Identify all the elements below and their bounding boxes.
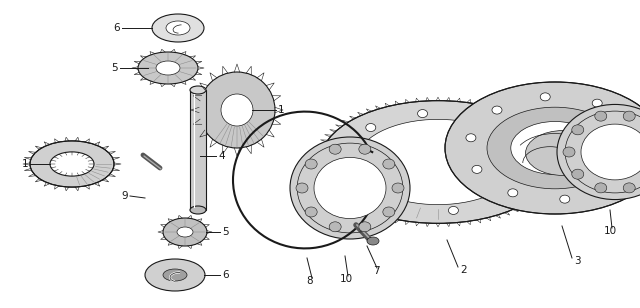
Ellipse shape bbox=[608, 182, 618, 190]
Ellipse shape bbox=[508, 189, 518, 197]
Ellipse shape bbox=[329, 222, 341, 232]
Ellipse shape bbox=[190, 206, 206, 214]
Ellipse shape bbox=[500, 192, 510, 201]
Ellipse shape bbox=[623, 111, 636, 121]
Ellipse shape bbox=[163, 269, 187, 281]
Ellipse shape bbox=[557, 104, 640, 200]
Ellipse shape bbox=[623, 183, 636, 193]
Ellipse shape bbox=[305, 159, 317, 169]
Text: 7: 7 bbox=[372, 266, 380, 276]
Bar bbox=[190, 90, 206, 210]
Ellipse shape bbox=[560, 195, 570, 203]
Text: 9: 9 bbox=[122, 191, 128, 201]
Ellipse shape bbox=[30, 141, 114, 187]
Ellipse shape bbox=[595, 111, 607, 121]
Ellipse shape bbox=[572, 169, 584, 179]
Ellipse shape bbox=[152, 14, 204, 42]
Ellipse shape bbox=[320, 101, 556, 223]
Ellipse shape bbox=[199, 72, 275, 148]
Ellipse shape bbox=[526, 165, 536, 173]
Ellipse shape bbox=[359, 144, 371, 154]
Text: 1: 1 bbox=[21, 159, 28, 169]
Ellipse shape bbox=[449, 206, 458, 214]
Text: 1: 1 bbox=[278, 105, 285, 115]
Ellipse shape bbox=[472, 165, 482, 173]
Ellipse shape bbox=[163, 218, 207, 246]
Text: 10: 10 bbox=[339, 274, 353, 284]
Ellipse shape bbox=[50, 152, 94, 176]
Ellipse shape bbox=[445, 82, 640, 214]
Ellipse shape bbox=[340, 151, 349, 159]
Text: 6: 6 bbox=[222, 270, 228, 280]
Ellipse shape bbox=[392, 183, 404, 193]
Ellipse shape bbox=[487, 107, 623, 189]
Ellipse shape bbox=[356, 120, 520, 205]
Ellipse shape bbox=[628, 123, 638, 131]
Ellipse shape bbox=[296, 183, 308, 193]
Ellipse shape bbox=[511, 121, 599, 175]
Ellipse shape bbox=[517, 136, 527, 144]
Ellipse shape bbox=[145, 259, 205, 291]
Ellipse shape bbox=[138, 52, 198, 84]
Ellipse shape bbox=[634, 154, 640, 162]
Ellipse shape bbox=[314, 157, 386, 219]
Ellipse shape bbox=[156, 61, 180, 75]
Text: 5: 5 bbox=[222, 227, 228, 237]
Ellipse shape bbox=[417, 110, 428, 118]
Ellipse shape bbox=[592, 99, 602, 107]
Text: 5: 5 bbox=[111, 63, 118, 73]
Ellipse shape bbox=[563, 147, 575, 157]
Text: 4: 4 bbox=[218, 151, 225, 161]
Ellipse shape bbox=[305, 207, 317, 217]
Ellipse shape bbox=[595, 183, 607, 193]
Ellipse shape bbox=[177, 227, 193, 237]
Ellipse shape bbox=[349, 180, 359, 188]
Ellipse shape bbox=[391, 202, 401, 210]
Ellipse shape bbox=[290, 137, 410, 239]
Ellipse shape bbox=[572, 125, 584, 135]
Ellipse shape bbox=[476, 114, 485, 122]
Text: 8: 8 bbox=[307, 276, 314, 286]
Ellipse shape bbox=[190, 86, 206, 94]
Ellipse shape bbox=[383, 159, 395, 169]
Ellipse shape bbox=[540, 93, 550, 101]
Text: 6: 6 bbox=[113, 23, 120, 33]
Ellipse shape bbox=[166, 21, 190, 35]
Ellipse shape bbox=[359, 222, 371, 232]
Text: 3: 3 bbox=[574, 256, 580, 266]
Ellipse shape bbox=[525, 131, 600, 176]
Ellipse shape bbox=[221, 94, 253, 126]
Ellipse shape bbox=[329, 144, 341, 154]
Ellipse shape bbox=[492, 106, 502, 114]
Ellipse shape bbox=[366, 124, 376, 132]
Ellipse shape bbox=[466, 134, 476, 142]
Text: 10: 10 bbox=[604, 226, 616, 236]
Ellipse shape bbox=[367, 237, 379, 245]
Ellipse shape bbox=[581, 124, 640, 180]
Text: 2: 2 bbox=[460, 265, 467, 275]
Ellipse shape bbox=[383, 207, 395, 217]
